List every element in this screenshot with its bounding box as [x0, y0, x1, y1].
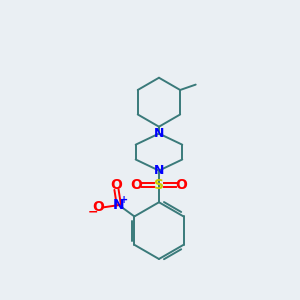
Text: N: N [154, 164, 164, 177]
Text: −: − [88, 206, 98, 219]
Text: O: O [176, 178, 187, 192]
Text: N: N [113, 198, 125, 212]
Text: N: N [154, 127, 164, 140]
Text: O: O [130, 178, 142, 192]
Text: O: O [92, 200, 104, 214]
Text: +: + [120, 195, 128, 205]
Text: S: S [154, 178, 164, 192]
Text: O: O [110, 178, 122, 192]
